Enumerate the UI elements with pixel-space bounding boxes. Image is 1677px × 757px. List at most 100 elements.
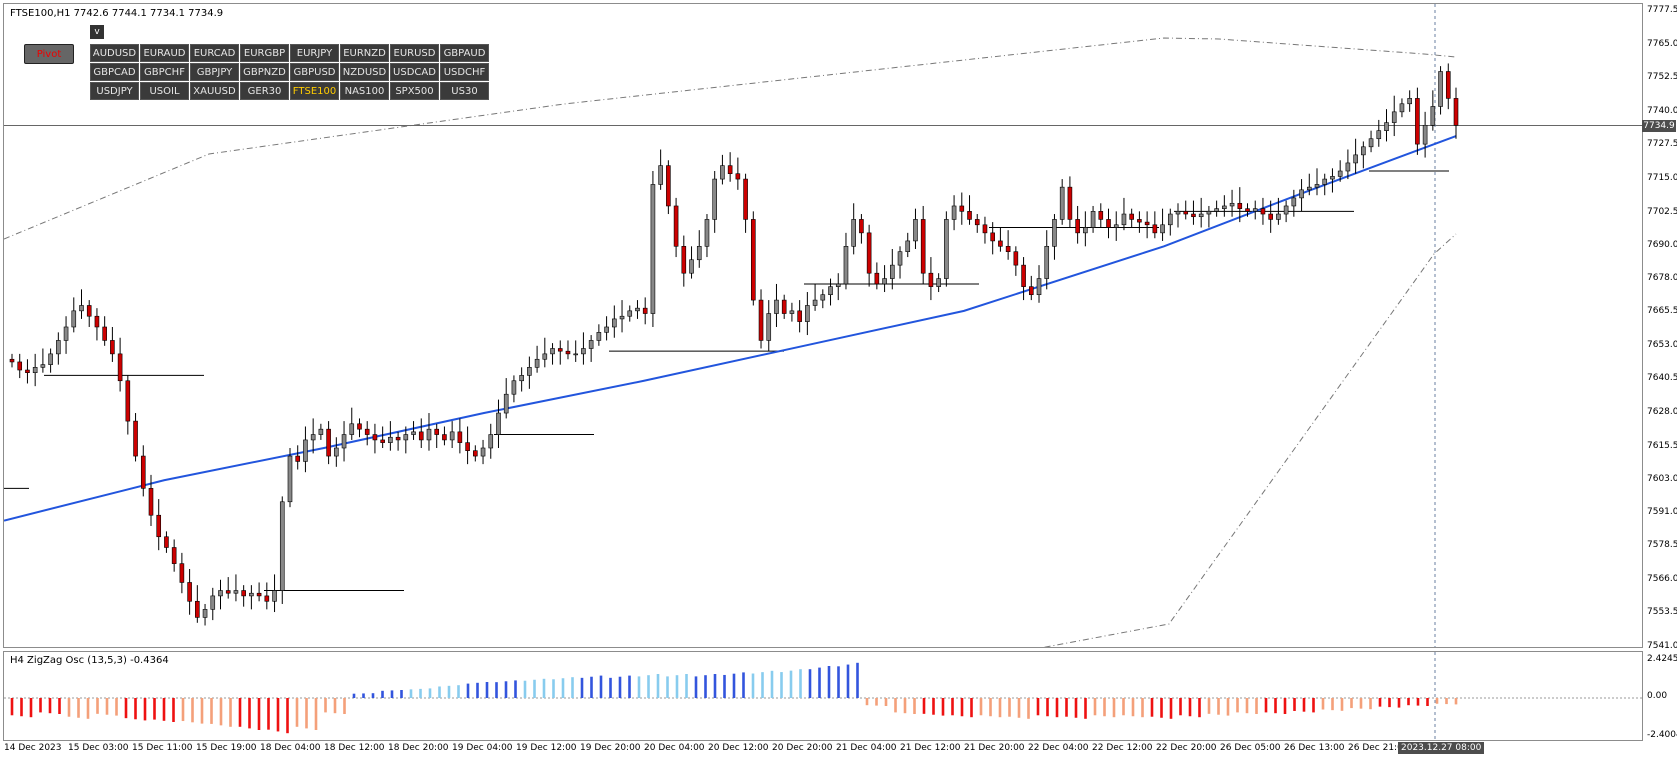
- symbol-button-gbpchf[interactable]: GBPCHF: [140, 63, 189, 81]
- symbol-button-eurjpy[interactable]: EURJPY: [290, 44, 339, 62]
- candle: [1407, 90, 1412, 112]
- candle-body: [1090, 211, 1096, 228]
- candle-body: [689, 259, 694, 274]
- oscillator-bar: [1236, 698, 1239, 713]
- oscillator-chart[interactable]: [4, 652, 1642, 740]
- symbol-button-gbpusd[interactable]: GBPUSD: [290, 63, 339, 81]
- candle-body: [766, 313, 772, 341]
- candle: [349, 407, 355, 440]
- symbol-button-ftse100[interactable]: FTSE100: [290, 82, 339, 100]
- oscillator-bar: [856, 662, 859, 698]
- candle-body: [774, 299, 779, 314]
- symbol-button-nas100[interactable]: NAS100: [340, 82, 389, 100]
- pivot-button[interactable]: Pivot: [24, 44, 74, 64]
- oscillator-bar: [618, 676, 622, 698]
- symbol-button-eurcad[interactable]: EURCAD: [190, 44, 239, 62]
- candle-body: [1314, 184, 1320, 188]
- candle: [465, 426, 470, 465]
- time-tick-label: 22 Dec 12:00: [1092, 743, 1153, 753]
- price-tick-label: 7591.0: [1647, 506, 1677, 517]
- candle-body: [781, 299, 787, 314]
- oscillator-bar: [314, 698, 318, 730]
- candle-body: [704, 219, 710, 247]
- candle: [32, 353, 38, 387]
- oscillator-bar: [438, 686, 441, 698]
- candle: [866, 224, 872, 287]
- candle: [805, 292, 810, 336]
- candle: [279, 496, 285, 604]
- candle: [1144, 211, 1150, 239]
- oscillator-bar: [1017, 698, 1021, 718]
- candle: [1059, 179, 1065, 225]
- symbol-button-euraud[interactable]: EURAUD: [140, 44, 189, 62]
- candle-body: [527, 367, 532, 376]
- candle: [1121, 197, 1127, 231]
- candle-body: [133, 420, 138, 457]
- candle-body: [727, 165, 733, 174]
- price-tick-label: 7665.5: [1647, 306, 1677, 317]
- oscillator-bar: [390, 690, 394, 698]
- candle-body: [480, 447, 486, 457]
- collapse-button[interactable]: v: [90, 25, 104, 39]
- candle: [388, 421, 393, 451]
- symbol-button-spx500[interactable]: SPX500: [390, 82, 439, 100]
- candle-body: [48, 353, 53, 365]
- candle-body: [1222, 205, 1227, 209]
- symbol-button-nzdusd[interactable]: NZDUSD: [340, 63, 389, 81]
- symbol-button-usoil[interactable]: USOIL: [140, 82, 189, 100]
- candle: [696, 230, 702, 268]
- candle-body: [1330, 176, 1335, 180]
- oscillator-bar: [1416, 698, 1420, 706]
- symbol-button-usdjpy[interactable]: USDJPY: [90, 82, 139, 100]
- symbol-button-gbpaud[interactable]: GBPAUD: [440, 44, 489, 62]
- candle-body: [990, 232, 995, 242]
- symbol-button-gbpnzd[interactable]: GBPNZD: [240, 63, 289, 81]
- price-chart[interactable]: [4, 4, 1642, 647]
- oscillator-bar: [865, 698, 869, 706]
- oscillator-bar: [609, 677, 612, 698]
- candle: [967, 195, 972, 225]
- symbol-button-eurgbp[interactable]: EURGBP: [240, 44, 289, 62]
- symbol-button-usdcad[interactable]: USDCAD: [390, 63, 439, 81]
- price-tick-label: 7603.0: [1647, 474, 1677, 485]
- symbol-button-audusd[interactable]: AUDUSD: [90, 44, 139, 62]
- candle: [1445, 63, 1451, 110]
- symbol-button-gbpcad[interactable]: GBPCAD: [90, 63, 139, 81]
- candle-body: [835, 283, 841, 287]
- oscillator-pane[interactable]: H4 ZigZag Osc (13,5,3) -0.4364: [3, 651, 1643, 741]
- symbol-button-xauusd[interactable]: XAUUSD: [190, 82, 239, 100]
- oscillator-bar: [10, 698, 14, 716]
- candle-body: [303, 439, 308, 462]
- price-chart-pane[interactable]: FTSE100,H1 7742.6 7744.1 7734.1 7734.9 v…: [3, 3, 1643, 648]
- oscillator-bar: [1407, 698, 1410, 706]
- candle: [874, 262, 880, 290]
- oscillator-bar: [143, 698, 147, 721]
- candle: [1229, 189, 1235, 217]
- candle: [1415, 87, 1420, 155]
- candle-body: [503, 393, 509, 414]
- candle: [195, 585, 200, 623]
- symbol-button-usdchf[interactable]: USDCHF: [440, 63, 489, 81]
- candle-body: [272, 590, 277, 602]
- symbol-button-eurnzd[interactable]: EURNZD: [340, 44, 389, 62]
- oscillator-bar: [162, 698, 166, 721]
- oscillator-bar: [580, 677, 584, 698]
- symbol-button-us30[interactable]: US30: [440, 82, 489, 100]
- channel-upper-line: [4, 37, 1457, 240]
- oscillator-bar: [1008, 698, 1011, 717]
- symbol-button-eurusd[interactable]: EURUSD: [390, 44, 439, 62]
- candle-body: [17, 361, 23, 371]
- oscillator-bar: [656, 674, 660, 698]
- symbol-button-ger30[interactable]: GER30: [240, 82, 289, 100]
- candle: [1044, 230, 1050, 290]
- symbol-button-gbpjpy[interactable]: GBPJPY: [190, 63, 239, 81]
- candle: [897, 246, 903, 279]
- candle-body: [581, 348, 586, 355]
- candle-body: [1407, 98, 1412, 105]
- candle: [357, 418, 362, 438]
- oscillator-bar: [1150, 698, 1154, 717]
- candle-body: [519, 375, 524, 382]
- oscillator-bar: [533, 679, 536, 698]
- candle-body: [974, 219, 980, 226]
- candle: [1384, 109, 1389, 142]
